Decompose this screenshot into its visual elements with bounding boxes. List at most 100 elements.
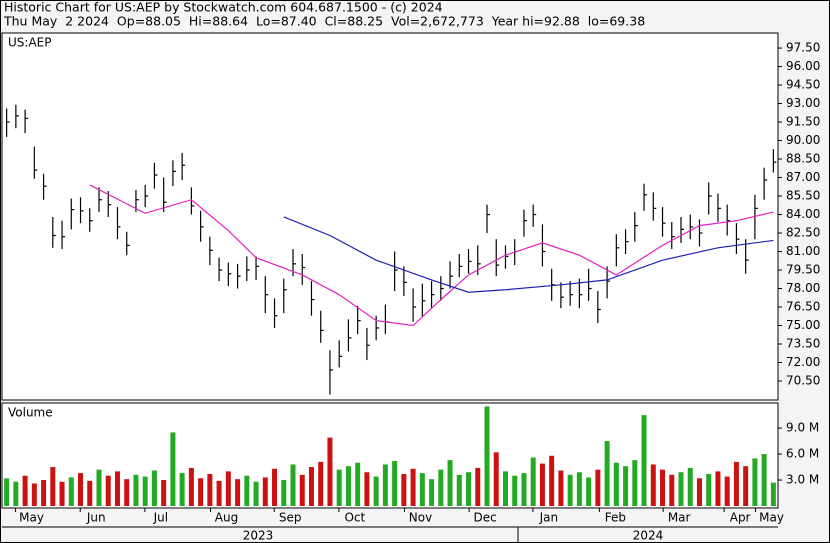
volume-bar	[392, 460, 398, 506]
volume-bar	[253, 481, 259, 506]
volume-bar	[752, 458, 758, 506]
x-tick-label: Feb	[605, 511, 626, 525]
header-line: Thu May 2 2024 Op=88.05 Hi=88.64 Lo=87.4…	[3, 14, 645, 29]
volume-bar	[558, 470, 564, 506]
volume-bar	[22, 475, 28, 506]
volume-bar	[327, 437, 333, 506]
volume-bar	[604, 441, 610, 506]
volume-bar	[770, 482, 776, 506]
volume-bar	[336, 469, 342, 506]
y-tick-label: 6.0 M	[786, 447, 819, 461]
volume-bar	[225, 471, 231, 506]
x-tick-label: Oct	[345, 511, 366, 525]
volume-bar	[743, 466, 749, 506]
volume-bar	[567, 474, 573, 506]
volume-bar	[438, 469, 444, 506]
volume-bar	[724, 476, 730, 506]
volume-bar	[50, 467, 56, 506]
volume-bar	[355, 462, 361, 506]
moving-average	[283, 216, 774, 293]
y-tick-label: 97.50	[786, 41, 820, 55]
volume-bar	[521, 473, 527, 506]
volume-bar	[706, 473, 712, 506]
x-tick-label: May	[759, 511, 784, 525]
y-tick-label: 3.0 M	[786, 473, 819, 487]
volume-bar	[161, 480, 167, 506]
symbol-label: US:AEP	[8, 36, 51, 50]
volume-bar	[576, 472, 582, 506]
volume-bar	[364, 472, 370, 506]
volume-bar	[31, 483, 37, 506]
volume-bar	[613, 462, 619, 506]
y-tick-label: 72.00	[786, 355, 820, 369]
volume-bar	[466, 472, 472, 506]
y-tick-label: 70.50	[786, 374, 820, 388]
volume-bar	[401, 473, 407, 506]
volume-bar	[678, 472, 684, 506]
volume-bar	[4, 478, 10, 506]
volume-bar	[502, 471, 508, 506]
volume-bar	[78, 473, 84, 506]
volume-bar	[13, 481, 19, 506]
y-tick-label: 75.00	[786, 318, 820, 332]
volume-bar	[733, 461, 739, 506]
x-tick-label: Nov	[409, 511, 432, 525]
volume-bar	[447, 460, 453, 506]
volume-bar	[660, 469, 666, 506]
volume-bar	[382, 464, 388, 506]
x-tick-label: Apr	[730, 511, 751, 525]
volume-bar	[281, 480, 287, 506]
y-tick-label: 9.0 M	[786, 421, 819, 435]
year-label: 2024	[633, 529, 664, 543]
volume-bar	[715, 471, 721, 506]
volume-bar	[623, 466, 629, 506]
volume-bar	[410, 468, 416, 506]
volume-bar	[262, 477, 268, 506]
volume-bar	[244, 475, 250, 506]
volume-bar	[41, 480, 47, 506]
x-tick-label: Jun	[86, 511, 106, 525]
x-tick-label: Sep	[279, 511, 302, 525]
volume-bar	[549, 455, 555, 506]
volume-bar	[475, 467, 481, 506]
volume-bar	[198, 478, 204, 506]
y-tick-label: 87.00	[786, 170, 820, 184]
x-tick-label: Jan	[539, 511, 559, 525]
volume-bar	[493, 452, 499, 506]
volume-bar	[632, 460, 638, 506]
volume-bar	[96, 469, 102, 506]
volume-bar	[124, 479, 130, 506]
volume-bar	[539, 463, 545, 506]
volume-panel	[1, 402, 779, 509]
y-tick-label: 96.00	[786, 59, 820, 73]
volume-bar	[133, 474, 139, 506]
price-panel	[1, 32, 779, 401]
volume-bar	[216, 480, 222, 506]
volume-bar	[114, 471, 120, 506]
volume-bar	[512, 475, 518, 506]
y-tick-label: 85.50	[786, 189, 820, 203]
moving-average	[89, 184, 774, 327]
volume-bar	[669, 474, 675, 506]
volume-bar	[299, 474, 305, 506]
volume-bar	[179, 473, 185, 506]
volume-bar	[595, 469, 601, 506]
volume-bar	[530, 457, 536, 506]
y-tick-label: 94.50	[786, 78, 820, 92]
y-tick-label: 79.50	[786, 263, 820, 277]
volume-bar	[308, 467, 314, 506]
volume-bar	[68, 477, 74, 506]
x-tick-label: Aug	[215, 511, 238, 525]
volume-bar	[272, 468, 278, 506]
volume-bar	[456, 474, 462, 506]
volume-bar	[59, 481, 65, 506]
y-tick-label: 82.50	[786, 226, 820, 240]
y-tick-label: 91.50	[786, 115, 820, 129]
volume-bar	[761, 454, 767, 506]
volume-bar	[290, 464, 296, 506]
volume-bar	[105, 475, 111, 506]
y-tick-label: 81.00	[786, 244, 820, 258]
volume-bar	[170, 432, 176, 506]
y-tick-label: 88.50	[786, 152, 820, 166]
